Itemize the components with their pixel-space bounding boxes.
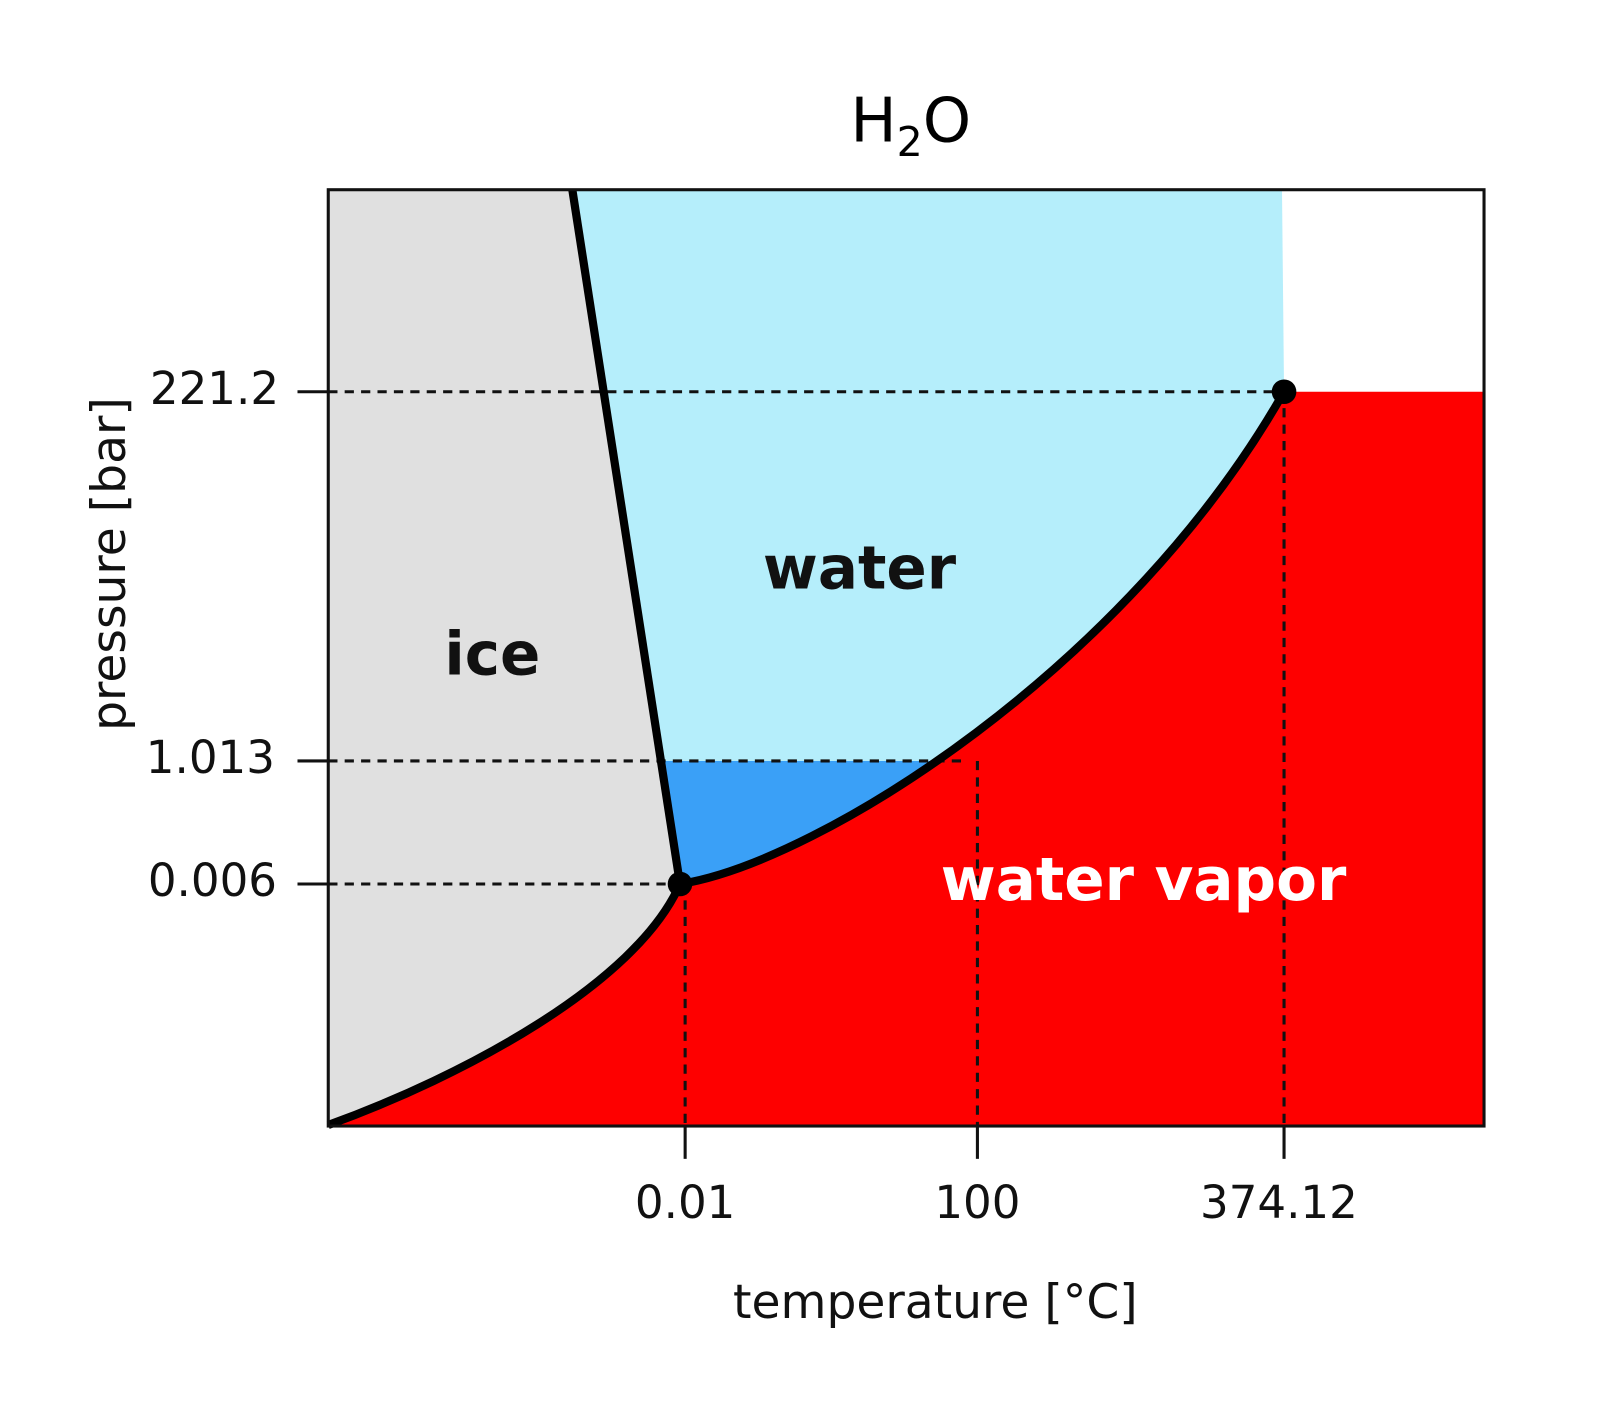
sublimation-curve [326,882,684,1129]
vaporization-curve [679,389,1288,889]
plot-frame [326,188,1486,1128]
x-axis-label: temperature [°C] [733,1275,1138,1330]
region-label: water vapor [941,846,1347,915]
triple-point [667,871,693,897]
y-tick-label: 0.006 [148,854,277,907]
critical-point [1271,379,1297,405]
x-tick-label: 374.12 [1200,1176,1358,1229]
melting-curve [568,189,685,885]
title-main: H [850,85,896,157]
region-label: ice [444,620,540,689]
y-tick-label: 1.013 [146,731,275,784]
water-boiling-region [660,760,937,885]
x-tick-label: 0.01 [635,1176,735,1229]
vapor-region [328,391,1485,1127]
title-subscript: 2 [897,118,923,166]
x-tick-label: 100 [934,1176,1020,1229]
ice-region [328,189,681,1126]
title-end: O [923,85,971,157]
y-axis-label: pressure [bar] [82,397,137,731]
title: H2O [850,85,971,166]
y-tick-label: 221.2 [150,362,279,415]
water-region [572,189,1285,885]
region-label: water [763,534,957,603]
